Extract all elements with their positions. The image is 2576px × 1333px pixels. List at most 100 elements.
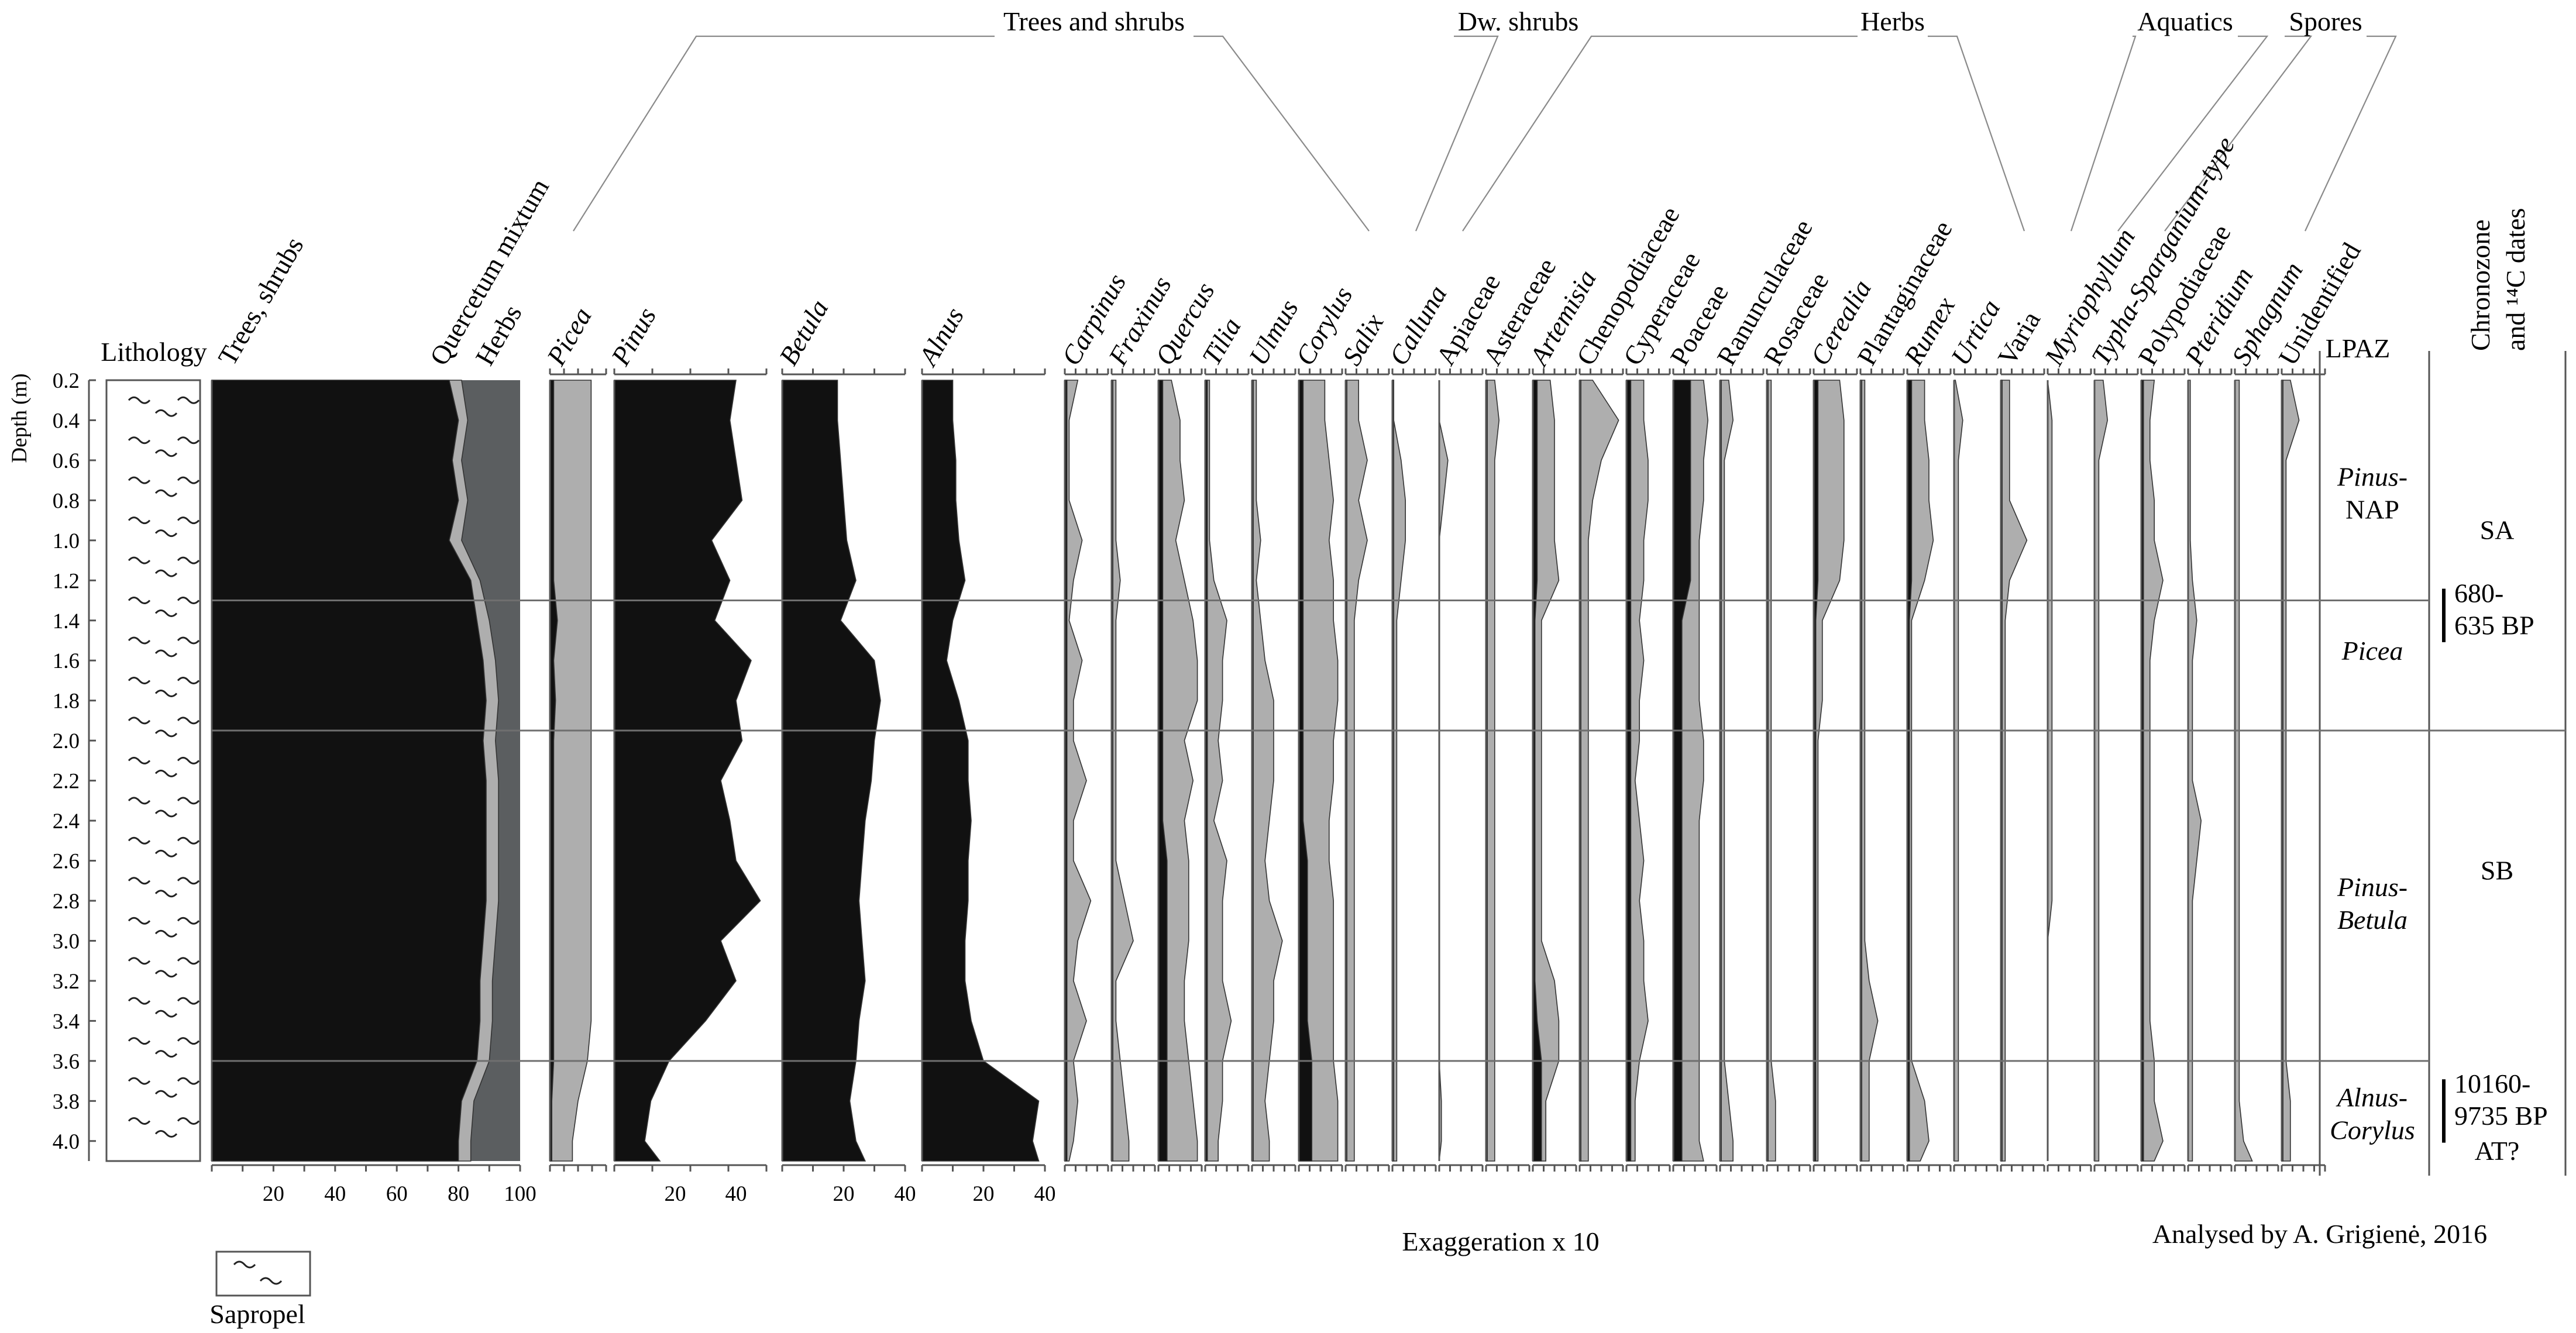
legend-symbol bbox=[233, 1260, 256, 1269]
curve-percent bbox=[1298, 380, 1312, 1162]
summary-tick-label: 40 bbox=[324, 1182, 346, 1206]
date-label: 9735 BP bbox=[2454, 1101, 2548, 1131]
chronozone-header: Chronozone bbox=[2465, 219, 2495, 351]
taxa-panels: Picea 20 40 Pinus 20 40 Betula 20 40 Alnus Carpinu… bbox=[541, 132, 2367, 1206]
curve-exaggerated bbox=[2188, 380, 2202, 1162]
sapropel-symbol bbox=[128, 917, 151, 925]
analyst-note: Analysed by A. Grigienė, 2016 bbox=[2152, 1219, 2487, 1249]
curve-exaggerated bbox=[1860, 380, 1879, 1162]
sapropel-symbol bbox=[154, 489, 178, 497]
curve-percent bbox=[1626, 380, 1632, 1162]
lithology-legend: Sapropel bbox=[209, 1251, 311, 1329]
taxa.3.ticks-tick-label: 40 bbox=[1034, 1182, 1056, 1206]
depth-tick-label: 2.8 bbox=[53, 890, 80, 914]
depth-axis-label: Depth (m) bbox=[8, 373, 32, 463]
group-guide-lines bbox=[573, 35, 2397, 232]
depth-tick-label: 2.4 bbox=[53, 810, 80, 833]
group-labels: Trees and shrubs Dw. shrubs Herbs Aquatics S… bbox=[1003, 6, 2362, 36]
trees-shrubs-area bbox=[211, 380, 487, 1162]
curve-exaggerated bbox=[1111, 380, 1134, 1162]
date-label: 680- bbox=[2454, 578, 2503, 608]
group-label: Herbs bbox=[1860, 6, 1925, 36]
sapropel-symbol bbox=[128, 1077, 151, 1085]
chronozone-label: AT? bbox=[2475, 1136, 2520, 1166]
sapropel-symbol bbox=[154, 529, 178, 538]
sapropel-symbol bbox=[177, 1037, 200, 1045]
sapropel-symbol bbox=[154, 929, 178, 938]
panel-varia: Varia bbox=[1992, 306, 2046, 1172]
sapropel-symbol bbox=[128, 957, 151, 965]
sapropel-symbol bbox=[128, 556, 151, 564]
summary-tick-label: 20 bbox=[263, 1182, 284, 1206]
depth-tick-label: 2.0 bbox=[53, 729, 80, 753]
sapropel-symbol bbox=[154, 689, 178, 697]
curve-percent bbox=[1907, 380, 1913, 1162]
lpaz-zone-label: NAP bbox=[2345, 494, 2399, 524]
lpaz-header: LPAZ bbox=[2326, 333, 2391, 363]
taxa.1.ticks-tick-label: 40 bbox=[725, 1182, 747, 1206]
sapropel-symbol bbox=[154, 1090, 178, 1098]
sapropel-symbol bbox=[177, 476, 200, 484]
sapropel-symbol bbox=[177, 436, 200, 445]
sapropel-symbol bbox=[177, 756, 200, 764]
sapropel-symbol bbox=[154, 890, 178, 898]
sapropel-symbol bbox=[154, 729, 178, 738]
taxon-label: Betula bbox=[773, 295, 834, 370]
depth-tick-label: 1.0 bbox=[53, 529, 80, 553]
curve-exaggerated bbox=[1813, 380, 1845, 1162]
sapropel-symbol bbox=[128, 436, 151, 445]
lpaz-zone-label: Picea bbox=[2341, 636, 2403, 666]
panel-ulmus: Ulmus bbox=[1243, 294, 1304, 1172]
sapropel-symbol bbox=[177, 877, 200, 885]
curve-exaggerated bbox=[1064, 380, 1092, 1162]
zone-columns: LPAZ Chronozone and ¹⁴C datesPinus-NAPPice… bbox=[212, 208, 2567, 1176]
depth-tick-label: 3.6 bbox=[53, 1050, 80, 1074]
taxa.3.ticks-tick-label: 20 bbox=[973, 1182, 995, 1206]
depth-axis: Depth (m) 0.2 0.4 0.6 0.8 1.0 1.2 1.4 1.6 1.8 2.0 2… bbox=[8, 369, 96, 1161]
depth-tick-label: 0.2 bbox=[53, 369, 80, 393]
sapropel-symbol bbox=[177, 597, 200, 605]
group-guide-right bbox=[1194, 35, 1370, 232]
sapropel-symbol bbox=[154, 1130, 178, 1138]
panel-polypodiaceae: Polypodiaceae bbox=[2132, 219, 2237, 1172]
sapropel-symbol bbox=[177, 1117, 200, 1125]
panel-myriophyllum: Myriophyllum bbox=[2038, 223, 2141, 1172]
depth-tick-label: 2.2 bbox=[53, 770, 80, 794]
panel-calluna: Calluna bbox=[1383, 280, 1453, 1172]
chronozone-label: SB bbox=[2481, 856, 2513, 886]
curve-percent bbox=[1158, 380, 1168, 1162]
curve-exaggerated bbox=[1392, 380, 1406, 1162]
trees-shrubs-label: Trees, shrubs bbox=[212, 232, 309, 370]
curve-exaggerated bbox=[549, 380, 592, 1162]
depth-tick-label: 0.4 bbox=[53, 409, 80, 433]
lpaz-zone-label: Pinus- bbox=[2337, 872, 2408, 902]
sapropel-symbol bbox=[154, 449, 178, 457]
lpaz-zone-label: Betula bbox=[2337, 905, 2408, 935]
sapropel-symbol bbox=[154, 970, 178, 978]
sapropel-symbol bbox=[177, 997, 200, 1005]
sapropel-symbol bbox=[177, 556, 200, 564]
curve-exaggerated bbox=[1205, 380, 1232, 1162]
depth-tick-label: 1.4 bbox=[53, 609, 80, 633]
panel-rumex: Rumex bbox=[1898, 292, 1961, 1172]
panel-picea: Picea bbox=[541, 302, 607, 1172]
sapropel-symbol bbox=[177, 516, 200, 525]
sapropel-symbol bbox=[154, 649, 178, 657]
curve-exaggerated bbox=[1626, 380, 1649, 1162]
sapropel-symbol bbox=[128, 836, 151, 845]
panel-betula: 20 40 Betula bbox=[773, 295, 916, 1206]
panel-carpinus: Carpinus bbox=[1055, 268, 1131, 1172]
date-label: 10160- bbox=[2454, 1069, 2530, 1098]
sapropel-symbol bbox=[154, 769, 178, 777]
lithology-label: Lithology bbox=[101, 337, 207, 367]
depth-tick-label: 1.8 bbox=[53, 690, 80, 714]
group-guide-left bbox=[1415, 35, 1499, 232]
depth-tick-label: 3.2 bbox=[53, 970, 80, 994]
sapropel-symbol bbox=[128, 797, 151, 805]
panel-tilia: Tilia bbox=[1196, 312, 1250, 1172]
curve-exaggerated bbox=[1298, 380, 1339, 1162]
sapropel-symbol bbox=[177, 1077, 200, 1085]
sapropel-symbol bbox=[177, 797, 200, 805]
